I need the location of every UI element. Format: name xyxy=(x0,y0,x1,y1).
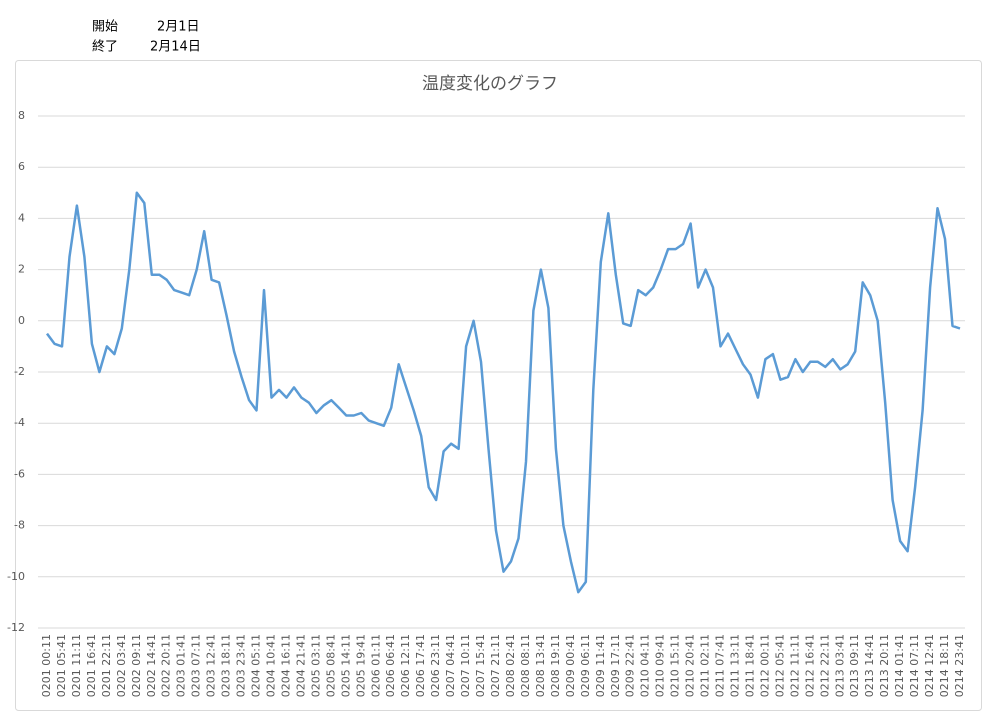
x-tick-label: 0210 09:41 xyxy=(654,634,667,697)
x-tick-label: 0207 04:41 xyxy=(444,634,457,697)
x-tick-label: 0202 14:41 xyxy=(145,634,158,697)
x-tick-label: 0209 11:41 xyxy=(594,634,607,697)
y-tick-label: -6 xyxy=(14,467,25,480)
x-tick-label: 0207 15:41 xyxy=(474,634,487,697)
cell: 終了 xyxy=(92,39,118,55)
x-tick-label: 0205 03:11 xyxy=(309,634,322,697)
x-tick-label: 0212 00:11 xyxy=(758,634,771,697)
x-tick-label: 0208 02:41 xyxy=(504,634,517,697)
x-tick-label: 0212 11:11 xyxy=(788,634,801,697)
x-tick-label: 0210 15:11 xyxy=(669,634,682,697)
x-tick-label: 0214 12:41 xyxy=(923,634,936,697)
x-tick-label: 0204 05:11 xyxy=(250,634,263,697)
x-tick-label: 0206 06:41 xyxy=(384,634,397,697)
x-tick-label: 0211 02:11 xyxy=(699,634,712,697)
y-tick-label: 0 xyxy=(18,314,25,327)
x-tick-label: 0210 04:11 xyxy=(639,634,652,697)
x-tick-label: 0202 20:11 xyxy=(160,634,173,697)
y-tick-label: 4 xyxy=(18,211,25,224)
x-tick-label: 0208 19:11 xyxy=(549,634,562,697)
x-tick-label: 0203 23:41 xyxy=(235,634,248,697)
x-tick-label: 0213 03:41 xyxy=(833,634,846,697)
x-tick-label: 0205 14:11 xyxy=(339,634,352,697)
x-tick-label: 0209 22:41 xyxy=(624,634,637,697)
x-tick-label: 0214 07:11 xyxy=(908,634,921,697)
x-tick-label: 0208 13:41 xyxy=(534,634,547,697)
x-tick-label: 0202 09:11 xyxy=(130,634,143,697)
x-tick-label: 0212 22:11 xyxy=(818,634,831,697)
x-tick-label: 0203 01:41 xyxy=(175,634,188,697)
x-tick-label: 0201 00:11 xyxy=(40,634,53,697)
x-tick-label: 0206 23:11 xyxy=(429,634,442,697)
x-tick-label: 0202 03:41 xyxy=(115,634,128,697)
x-tick-label: 0213 09:11 xyxy=(848,634,861,697)
x-tick-label: 0201 11:11 xyxy=(70,634,83,697)
x-tick-label: 0211 18:41 xyxy=(743,634,756,697)
x-tick-label: 0211 07:41 xyxy=(714,634,727,697)
x-tick-label: 0206 17:41 xyxy=(414,634,427,697)
x-tick-label: 0211 13:11 xyxy=(728,634,741,697)
x-tick-label: 0206 12:11 xyxy=(399,634,412,697)
y-tick-label: 2 xyxy=(18,263,25,276)
x-tick-label: 0212 05:41 xyxy=(773,634,786,697)
x-tick-label: 0209 17:11 xyxy=(609,634,622,697)
x-tick-label: 0214 01:41 xyxy=(893,634,906,697)
x-tick-label: 0201 16:41 xyxy=(85,634,98,697)
x-tick-label: 0210 20:41 xyxy=(684,634,697,697)
cell: 2月14日 xyxy=(150,40,201,55)
x-tick-label: 0204 21:41 xyxy=(294,634,307,697)
chart-title: 温度変化のグラフ xyxy=(422,74,558,94)
y-tick-label: -2 xyxy=(14,365,25,378)
y-tick-label: -8 xyxy=(14,519,25,532)
x-tick-label: 0201 05:41 xyxy=(55,634,68,697)
x-tick-label: 0204 16:11 xyxy=(279,634,292,697)
x-tick-label: 0214 23:41 xyxy=(953,634,966,697)
y-tick-label: 6 xyxy=(18,160,25,173)
x-tick-label: 0214 18:11 xyxy=(938,634,951,697)
x-tick-label: 0208 08:11 xyxy=(519,634,532,697)
x-tick-label: 0204 10:41 xyxy=(265,634,278,697)
y-tick-label: -10 xyxy=(7,570,25,583)
x-tick-label: 0209 06:11 xyxy=(579,634,592,697)
x-tick-label: 0203 12:41 xyxy=(205,634,218,697)
x-tick-label: 0206 01:11 xyxy=(369,634,382,697)
x-tick-label: 0205 08:41 xyxy=(324,634,337,697)
chart-area xyxy=(15,60,982,711)
cell: 開始 xyxy=(92,20,118,35)
y-tick-label: 8 xyxy=(18,109,25,122)
x-tick-label: 0203 07:11 xyxy=(190,634,203,697)
x-tick-label: 0207 10:11 xyxy=(459,634,472,697)
x-tick-label: 0205 19:41 xyxy=(354,634,367,697)
x-tick-label: 0207 21:11 xyxy=(489,634,502,697)
y-tick-label: -12 xyxy=(7,621,25,634)
x-tick-label: 0213 20:11 xyxy=(878,634,891,697)
y-tick-label: -4 xyxy=(14,416,25,429)
x-tick-label: 0212 16:41 xyxy=(803,634,816,697)
x-tick-label: 0213 14:41 xyxy=(863,634,876,697)
cell: 2月1日 xyxy=(157,20,200,35)
x-tick-label: 0203 18:11 xyxy=(220,634,233,697)
x-tick-label: 0209 00:41 xyxy=(564,634,577,697)
x-tick-label: 0201 22:11 xyxy=(100,634,113,697)
line xyxy=(45,191,961,594)
